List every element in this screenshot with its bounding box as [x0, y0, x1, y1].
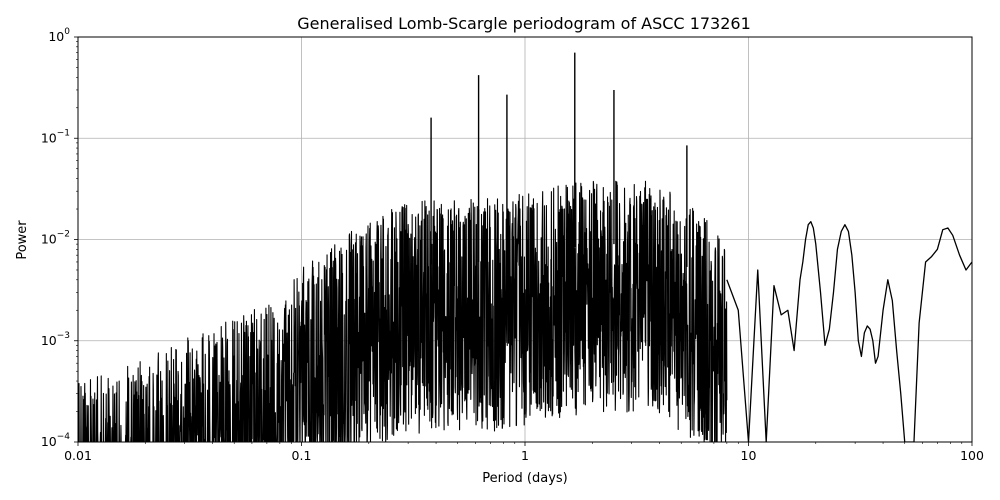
y-tick-exponent: −4 [57, 432, 71, 442]
y-axis-label: Power [15, 220, 30, 260]
peak-layer [430, 52, 688, 267]
y-tick-label: 10−2 [41, 230, 70, 247]
x-tick-label: 0.1 [292, 448, 312, 463]
y-tick-base: 10 [41, 232, 57, 247]
y-tick-label: 10−4 [41, 432, 70, 449]
y-tick-exponent: −1 [57, 128, 70, 138]
x-tick-label: 100 [960, 448, 984, 463]
y-tick-base: 10 [41, 333, 57, 348]
y-tick-base: 10 [48, 29, 64, 44]
y-tick-base: 10 [41, 130, 57, 145]
y-tick-label: 10−3 [41, 331, 70, 348]
y-tick-base: 10 [41, 434, 57, 449]
y-tick-exponent: −3 [57, 331, 70, 341]
plot-area [78, 52, 972, 442]
x-axis-label: Period (days) [482, 471, 568, 486]
x-axis-ticks: 0.01 0.1 1 10 100 [64, 442, 984, 463]
periodogram-noise [78, 180, 728, 442]
series-line [726, 221, 972, 442]
noise-trace [78, 180, 728, 442]
y-tick-exponent: 0 [64, 27, 70, 37]
y-tick-label: 100 [48, 27, 70, 44]
chart-title: Generalised Lomb-Scargle periodogram of … [297, 14, 751, 33]
y-tick-label: 10−1 [41, 128, 70, 145]
x-tick-label: 10 [741, 448, 757, 463]
series-layer [726, 221, 972, 442]
x-tick-label: 0.01 [64, 448, 92, 463]
y-tick-exponent: −2 [57, 230, 70, 240]
x-tick-label: 1 [521, 448, 529, 463]
